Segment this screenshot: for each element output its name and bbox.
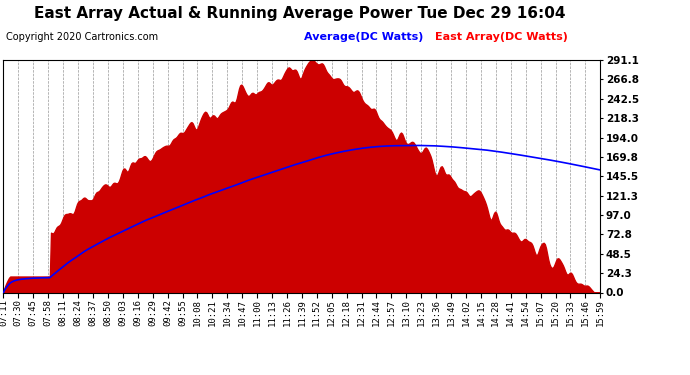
Text: East Array(DC Watts): East Array(DC Watts)	[435, 32, 568, 42]
Text: Copyright 2020 Cartronics.com: Copyright 2020 Cartronics.com	[6, 32, 157, 42]
Text: Average(DC Watts): Average(DC Watts)	[304, 32, 423, 42]
Text: East Array Actual & Running Average Power Tue Dec 29 16:04: East Array Actual & Running Average Powe…	[34, 6, 566, 21]
